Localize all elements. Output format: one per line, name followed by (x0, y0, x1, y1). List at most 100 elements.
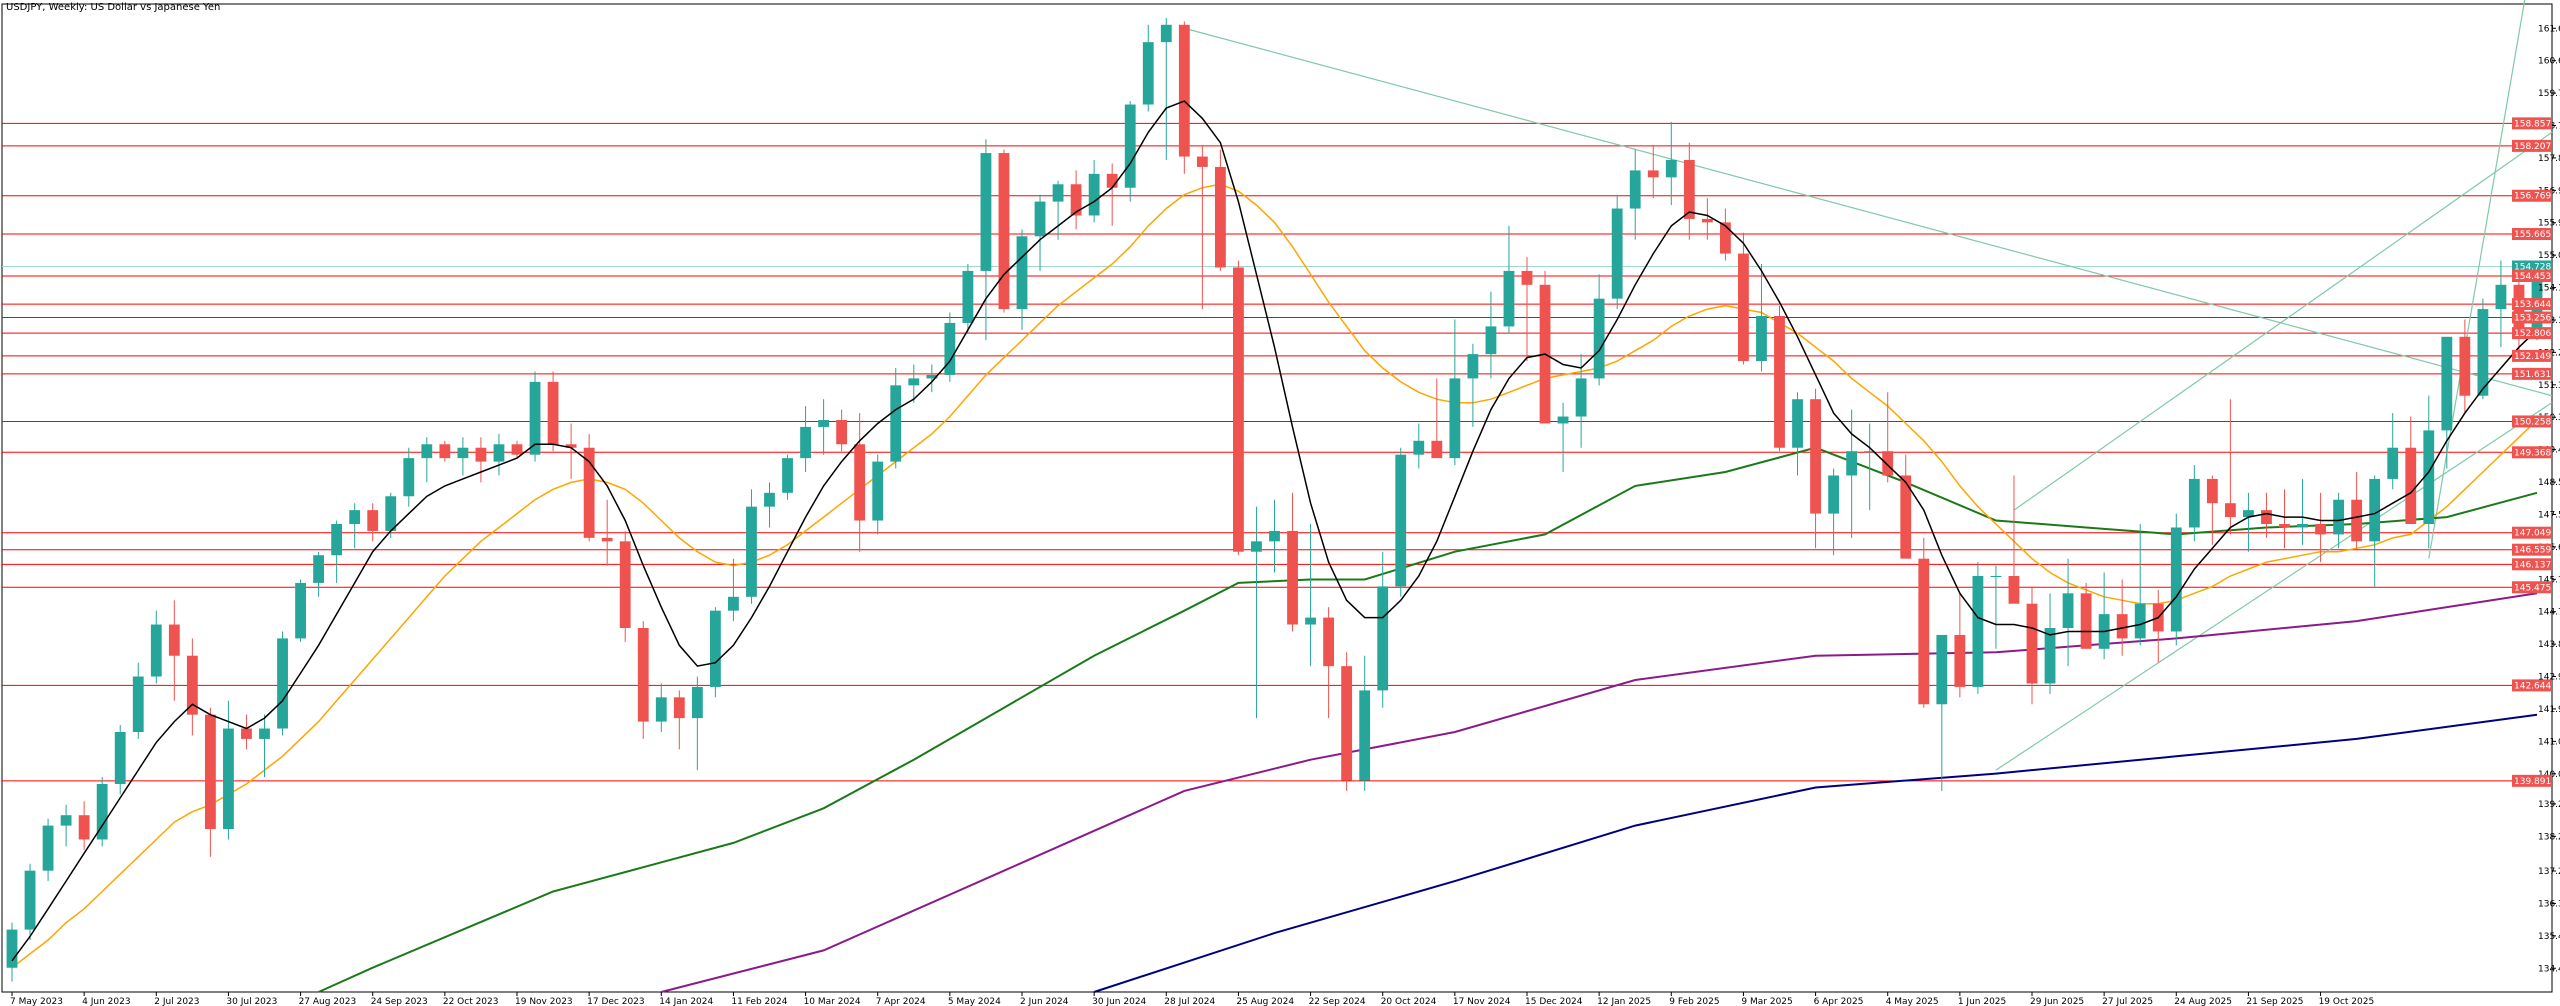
candle-body (1449, 378, 1461, 459)
price-label-box (2512, 311, 2552, 324)
x-tick-label: 24 Aug 2025 (2174, 997, 2232, 1006)
candle-body (2080, 593, 2092, 649)
candle-body (241, 728, 252, 739)
x-tick-label: 17 Nov 2024 (1453, 997, 1511, 1006)
candle-body (421, 444, 433, 459)
y-tick-label: 144.770 (2538, 608, 2560, 618)
candle-body (836, 420, 848, 445)
candle-body (1521, 270, 1533, 285)
candle-body (1485, 326, 1497, 355)
candle-body (313, 555, 325, 583)
candle-body (1756, 316, 1767, 362)
price-label-box (2512, 581, 2552, 594)
candle-body (1900, 475, 1912, 559)
candle-body (2062, 593, 2074, 628)
candle-body (1575, 378, 1587, 417)
y-tick-label: 136.355 (2538, 899, 2560, 909)
candle-body (1593, 298, 1605, 379)
candle-body (367, 510, 379, 531)
candle-body (2387, 447, 2399, 479)
candle-body (1413, 440, 1425, 455)
candle-body (1936, 634, 1948, 705)
candle-body (1269, 530, 1280, 542)
candle-body (259, 728, 270, 739)
candle-body (168, 624, 180, 656)
y-tick-label: 159.730 (2538, 89, 2560, 99)
price-label-box (2512, 558, 2552, 571)
candle-body (277, 638, 288, 729)
y-tick-label: 142.900 (2538, 673, 2560, 683)
candle-body (2116, 614, 2128, 639)
y-tick-label: 160.665 (2538, 57, 2560, 67)
candle-body (2405, 447, 2417, 524)
price-label: 150.258 (2514, 417, 2551, 427)
x-tick-label: 17 Dec 2023 (587, 997, 645, 1006)
price-label: 153.644 (2514, 300, 2551, 310)
candle-body (1052, 184, 1064, 202)
price-label: 139.891 (2514, 777, 2551, 787)
candle-body (1070, 184, 1082, 216)
x-tick-label: 30 Jun 2024 (1092, 997, 1146, 1006)
y-tick-label: 135.420 (2538, 932, 2560, 942)
candle-body (1719, 222, 1731, 254)
y-tick-label: 134.485 (2538, 964, 2560, 974)
x-tick-label: 25 Aug 2024 (1236, 997, 1294, 1006)
x-tick-label: 14 Jan 2024 (659, 997, 713, 1006)
ma-green-line (318, 446, 2538, 993)
y-tick-label: 155.055 (2538, 251, 2560, 261)
candle-body (1467, 354, 1479, 379)
y-tick-label: 137.290 (2538, 867, 2560, 877)
y-tick-label: 139.225 (2538, 800, 2560, 810)
x-tick-label: 4 Jun 2023 (82, 997, 130, 1006)
candle-body (114, 732, 126, 784)
candle-body (926, 374, 938, 379)
candle-body (1557, 416, 1569, 424)
y-tick-label: 154.120 (2538, 284, 2560, 294)
x-tick-label: 11 Feb 2024 (731, 997, 787, 1006)
candle-body (1701, 218, 1713, 223)
candle-body (1774, 316, 1785, 448)
price-label-box (2512, 270, 2552, 283)
candle-body (2261, 510, 2272, 524)
candle-body (1629, 170, 1641, 209)
candle-body (1287, 530, 1298, 625)
price-label: 155.665 (2514, 230, 2551, 240)
candle-body (2170, 527, 2182, 632)
price-label: 146.137 (2514, 560, 2551, 570)
price-label: 154.453 (2514, 272, 2551, 282)
candle-body (1124, 104, 1136, 188)
candle-body (1810, 399, 1821, 514)
price-label-box (2512, 526, 2552, 539)
candle-body (1088, 173, 1100, 216)
candle-body (691, 686, 703, 719)
price-label: 156.769 (2514, 192, 2551, 202)
candle-body (78, 815, 90, 840)
candle-body (908, 378, 920, 386)
price-label: 154.728 (2514, 262, 2551, 272)
candle-body (295, 582, 306, 639)
price-label: 149.368 (2514, 448, 2551, 458)
x-tick-label: 22 Oct 2023 (443, 997, 499, 1006)
price-label-box (2512, 117, 2552, 130)
x-tick-label: 12 Jan 2025 (1597, 997, 1651, 1006)
candle-body (2134, 603, 2146, 639)
x-tick-label: 27 Jul 2025 (2102, 997, 2153, 1006)
candle-body (1882, 451, 1894, 476)
x-tick-label: 10 Mar 2024 (804, 997, 861, 1006)
candle-body (60, 815, 72, 826)
candle-body (1251, 541, 1262, 552)
candle-body (2441, 336, 2453, 431)
candle-body (2008, 576, 2020, 604)
candle-body (2477, 309, 2489, 396)
trend-line (1995, 402, 2553, 771)
candle-body (385, 496, 397, 531)
candle-body (1016, 236, 1028, 310)
candle-body (1142, 42, 1154, 105)
candle-body (1792, 399, 1803, 448)
x-tick-label: 28 Jul 2024 (1164, 997, 1215, 1006)
price-label-box (2512, 446, 2552, 459)
candle-body (204, 714, 216, 830)
candle-body (1178, 24, 1190, 157)
x-tick-label: 9 Mar 2025 (1741, 997, 1792, 1006)
